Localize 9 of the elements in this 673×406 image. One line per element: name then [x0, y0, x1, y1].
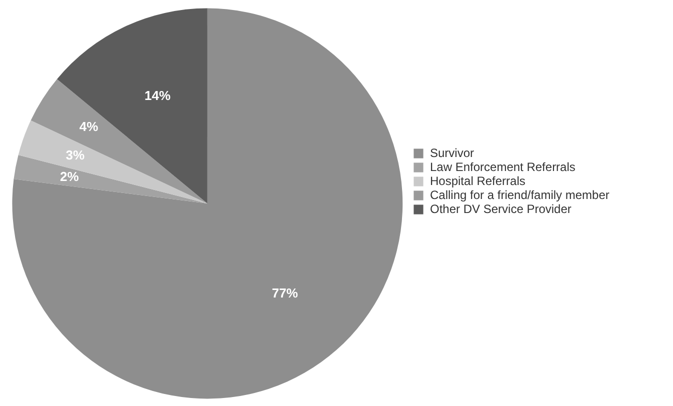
data-label: 14% — [144, 88, 171, 103]
legend-label: Law Enforcement Referrals — [430, 160, 576, 174]
legend-label: Other DV Service Provider — [430, 202, 572, 216]
data-label: 77% — [272, 286, 298, 301]
data-label: 4% — [79, 119, 99, 134]
legend-label: Calling for a friend/family member — [430, 188, 610, 202]
legend-label: Hospital Referrals — [430, 174, 526, 188]
legend-label: Survivor — [430, 146, 474, 160]
data-label: 2% — [60, 169, 80, 184]
